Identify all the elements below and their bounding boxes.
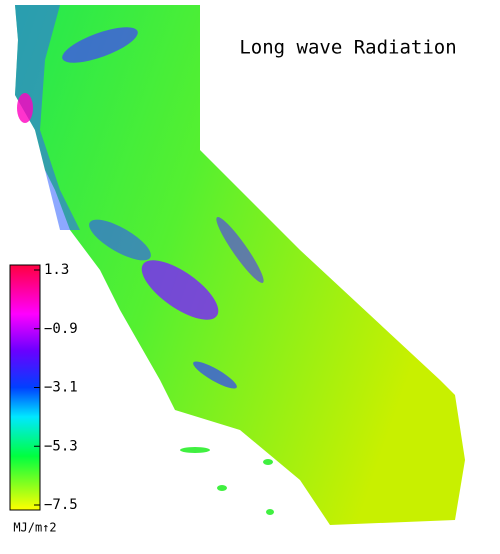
- cool-region: [193, 361, 237, 389]
- colorbar-tick-label: −3.1: [44, 380, 78, 396]
- colorbar-tick-label: −7.5: [44, 497, 78, 513]
- colorbar-tick-label: −5.3: [44, 438, 78, 454]
- colorbar-tick-label: −0.9: [44, 321, 78, 337]
- island: [263, 459, 273, 465]
- island: [266, 509, 274, 515]
- coast-band: [15, 5, 80, 230]
- title: Long wave Radiation: [239, 37, 456, 59]
- island: [217, 485, 227, 491]
- cool-region: [89, 219, 151, 261]
- colorbar-tick-label: 1.3: [44, 262, 69, 278]
- cool-region: [216, 216, 264, 284]
- island: [180, 447, 210, 453]
- cool-region: [62, 27, 138, 63]
- land: [15, 5, 465, 525]
- colorbar-unit: MJ/m↑2: [13, 521, 56, 535]
- warm-spot: [17, 93, 33, 123]
- california-map: [15, 5, 465, 525]
- cool-region: [141, 260, 219, 320]
